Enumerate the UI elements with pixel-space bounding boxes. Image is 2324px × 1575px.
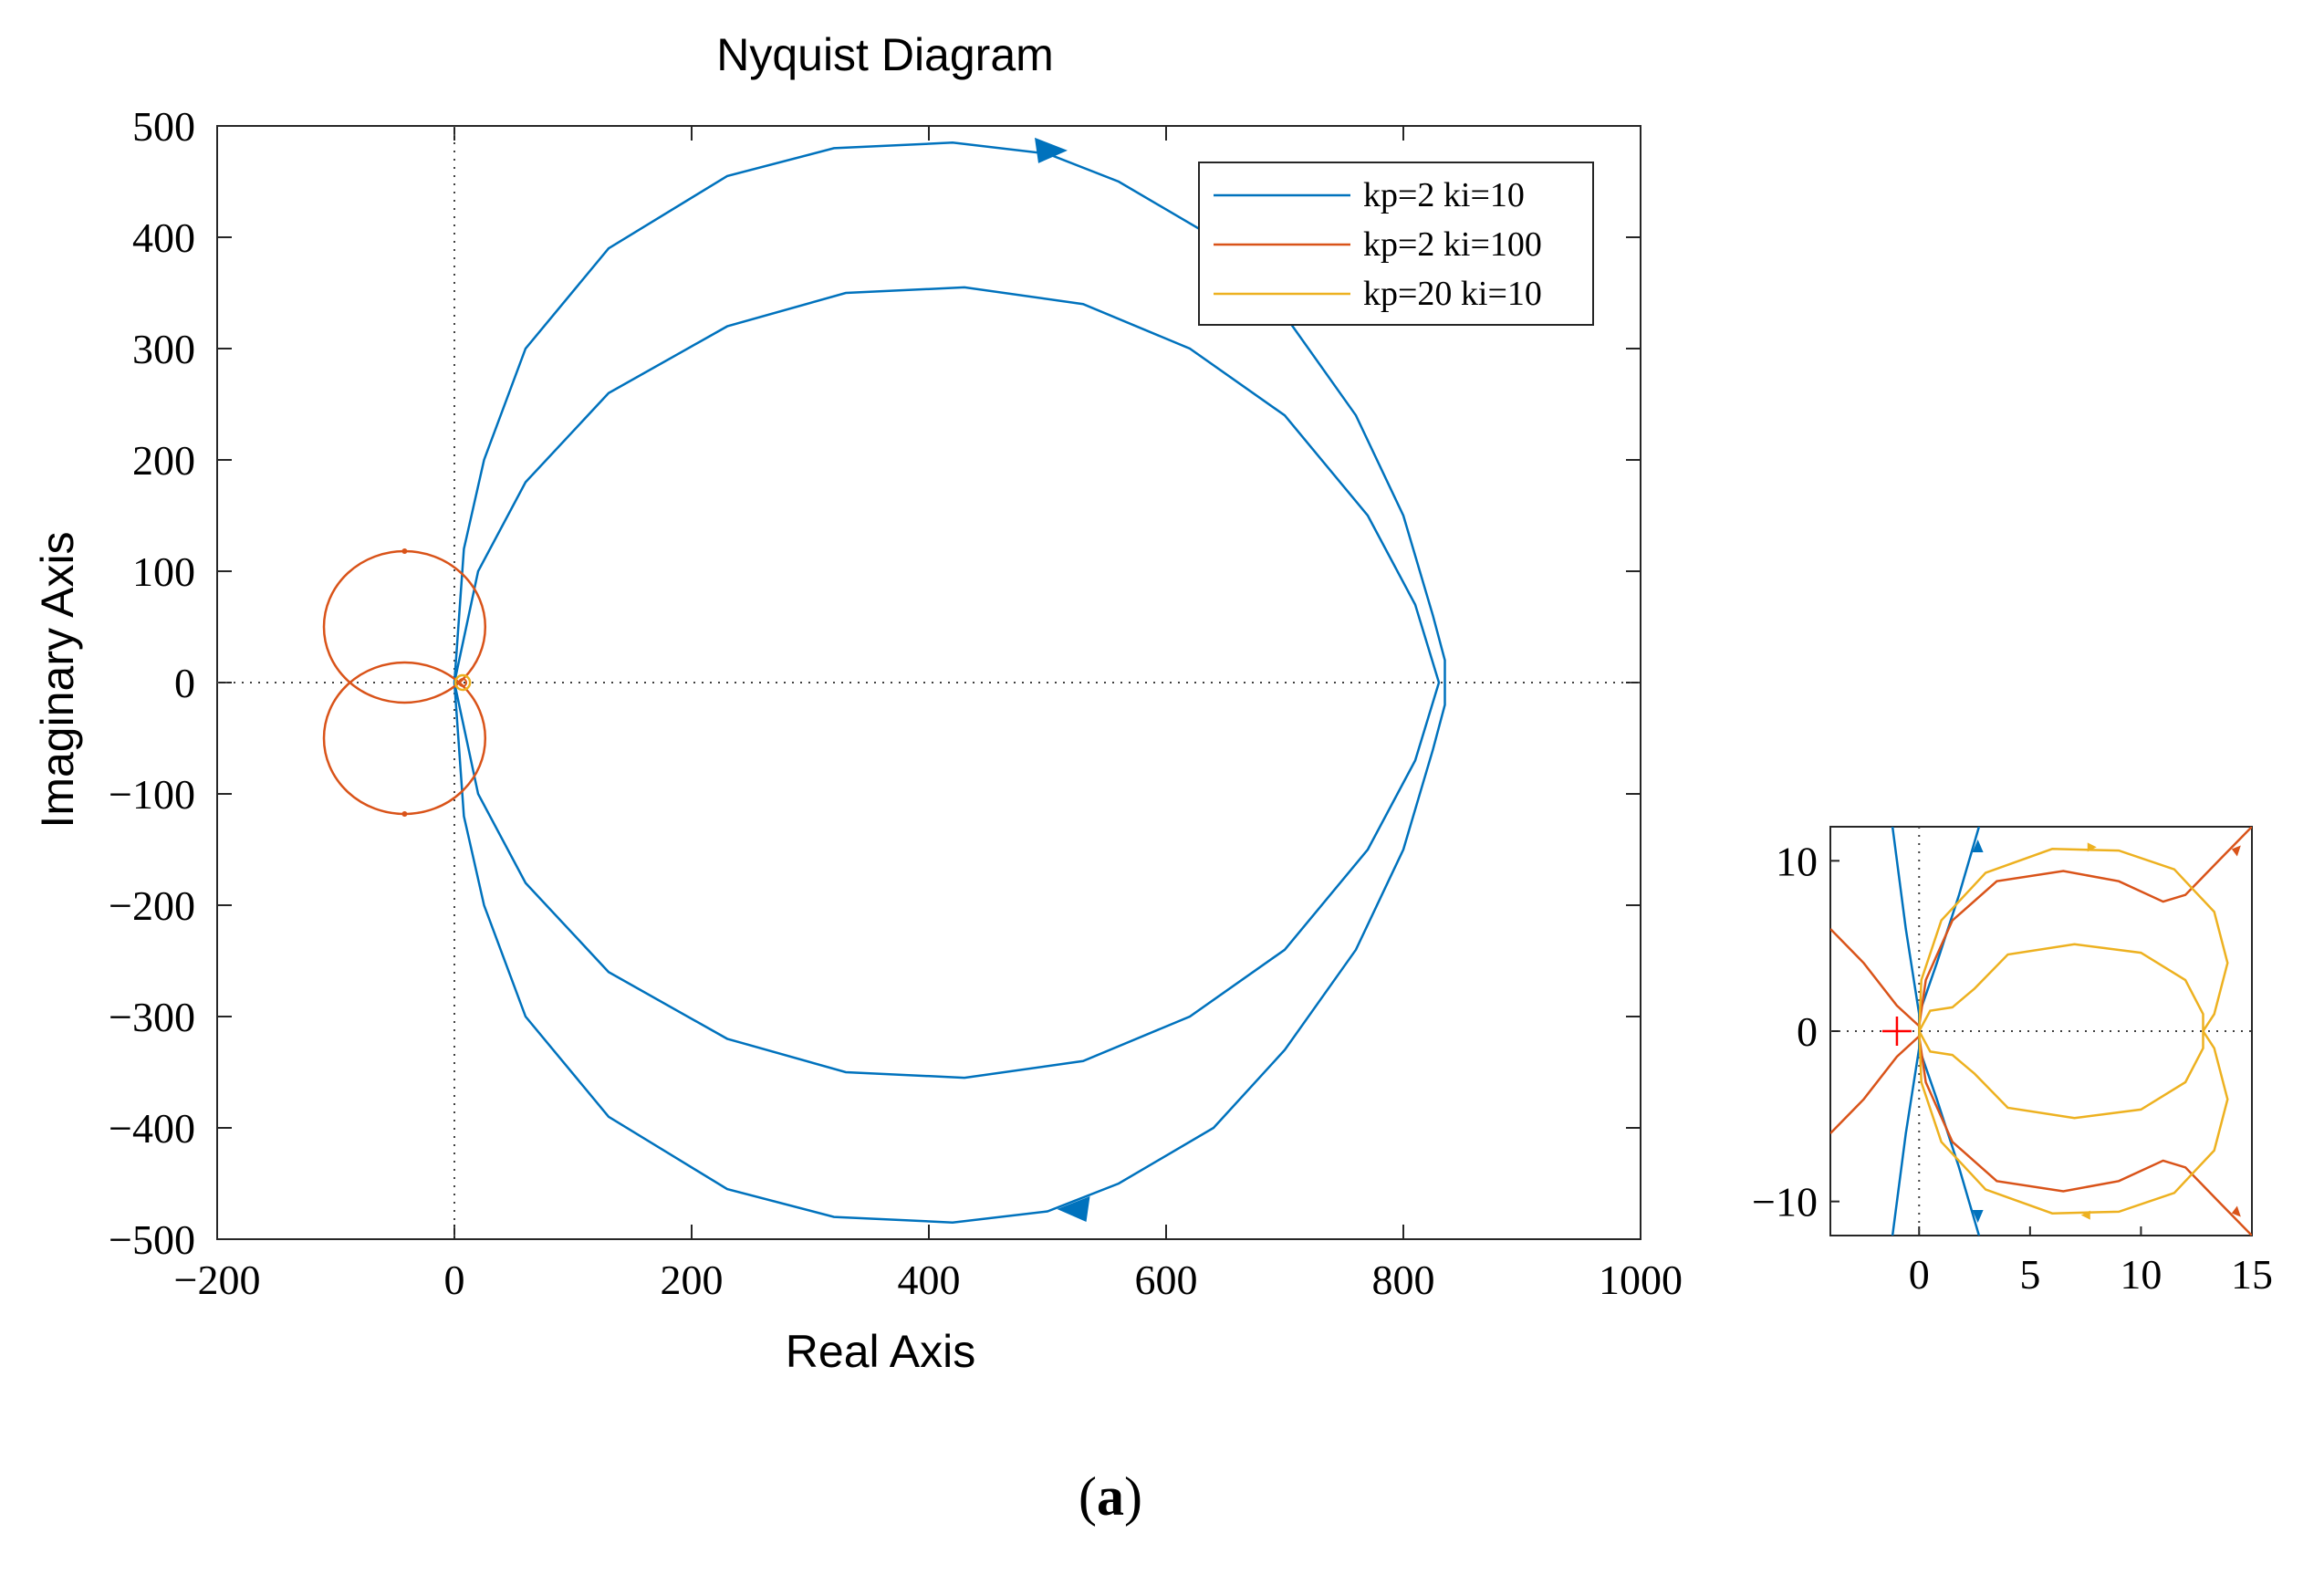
x-tick-label: 0 (444, 1257, 465, 1303)
inset-x-tick-label: 5 (2019, 1251, 2040, 1298)
inset-x-tick-label: 10 (2120, 1251, 2162, 1298)
inset-series-3-outer (1918, 848, 2229, 1215)
caption-letter: a (1097, 1466, 1124, 1527)
y-tick-label: 0 (174, 660, 195, 706)
inset-ticks: 0 5 10 15 −10 0 10 (1752, 838, 2273, 1298)
y-tick-label: −300 (109, 994, 195, 1040)
series-1-inner-loop (453, 286, 1441, 1080)
series-1-direction-arrow (1035, 137, 1068, 163)
inset-y-tick-label: 10 (1776, 838, 1818, 884)
series-1-direction-arrow (1057, 1196, 1090, 1223)
inset-y-tick-label: 0 (1797, 1008, 1818, 1055)
y-tick-label: −200 (109, 882, 195, 929)
legend-label-series-3: kp=20 ki=10 (1363, 275, 1542, 313)
x-tick-label: 200 (661, 1257, 724, 1303)
inset-y-tick-label: −10 (1752, 1179, 1818, 1226)
inset-series-2-lower (1830, 1034, 2252, 1236)
chart-title: Nyquist Diagram (716, 29, 1054, 80)
figure-caption: (a) (1079, 1466, 1142, 1527)
y-tick-label: −100 (109, 771, 195, 818)
series-1-outer-loop (453, 141, 1446, 1224)
legend-label-series-1: kp=2 ki=10 (1363, 176, 1525, 214)
y-tick-label: 300 (132, 326, 195, 372)
legend: kp=2 ki=10 kp=2 ki=100 kp=20 ki=10 (1198, 162, 1594, 326)
main-ticks: −200 0 200 400 600 800 1000−500−400−300−200−10… (109, 103, 1683, 1303)
caption-close: ) (1124, 1466, 1142, 1527)
y-tick-label: −500 (109, 1216, 195, 1263)
inset-x-tick-label: 0 (1909, 1251, 1930, 1298)
x-tick-label: −200 (174, 1257, 261, 1303)
inset-series-1-arrow-down (1972, 1210, 1984, 1223)
series-2-arrow-upper (401, 548, 408, 555)
y-tick-label: 100 (132, 548, 195, 595)
inset-series-3-inner (1918, 943, 2204, 1120)
x-tick-label: 600 (1135, 1257, 1198, 1303)
y-tick-label: 500 (132, 103, 195, 150)
inset-x-tick-label: 15 (2231, 1251, 2273, 1298)
y-axis-label: Imaginary Axis (32, 531, 83, 828)
legend-label-series-2: kp=2 ki=100 (1363, 225, 1542, 264)
series-3-small-loop (453, 673, 472, 692)
y-tick-label: 200 (132, 437, 195, 484)
series-2-origin-loop (458, 678, 468, 687)
inset-series-3-arrow-bottom (2080, 1210, 2090, 1220)
x-tick-label: 800 (1372, 1257, 1435, 1303)
x-tick-label: 1000 (1599, 1257, 1683, 1303)
y-tick-label: −400 (109, 1105, 195, 1152)
inset-series-3-arrow-top (2087, 842, 2097, 852)
x-tick-label: 400 (898, 1257, 961, 1303)
caption-open: ( (1079, 1466, 1097, 1527)
main-chart: Nyquist Diagram −200 0 200 400 600 800 1000−50… (32, 29, 1683, 1377)
series-2-arrow-lower (401, 810, 408, 817)
y-tick-label: 400 (132, 214, 195, 261)
main-curves (322, 137, 1446, 1224)
inset-series-2-arrow-up (2231, 845, 2241, 857)
inset-curves (1830, 827, 2252, 1236)
inset-series-2-arrow-down (2231, 1205, 2241, 1217)
inset-series-2-upper (1830, 827, 2252, 1028)
inset-chart: 0 5 10 15 −10 0 10 (1752, 826, 2273, 1298)
x-axis-label: Real Axis (786, 1326, 975, 1377)
inset-series-1-arrow-up (1972, 840, 1984, 852)
